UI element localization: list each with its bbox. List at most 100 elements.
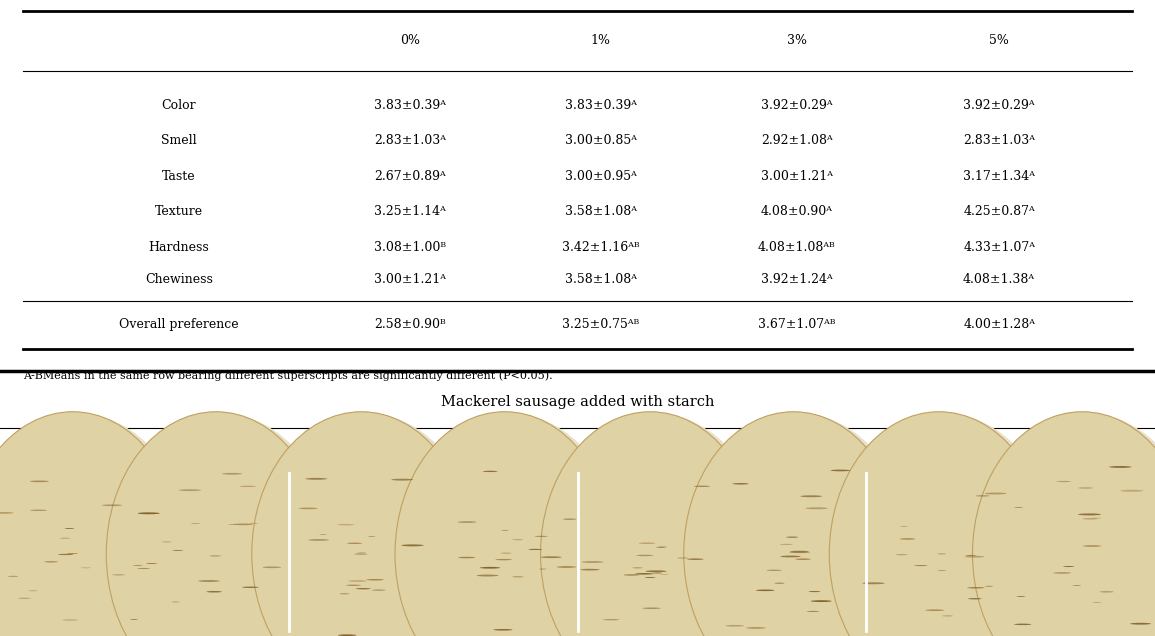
Ellipse shape bbox=[767, 570, 782, 571]
Ellipse shape bbox=[513, 576, 523, 577]
Ellipse shape bbox=[305, 478, 327, 480]
Ellipse shape bbox=[60, 537, 70, 539]
Ellipse shape bbox=[1057, 481, 1071, 482]
Ellipse shape bbox=[62, 619, 79, 621]
Ellipse shape bbox=[477, 574, 499, 576]
Text: 5%: 5% bbox=[977, 443, 998, 457]
Ellipse shape bbox=[1014, 624, 1031, 625]
Ellipse shape bbox=[811, 600, 832, 602]
Ellipse shape bbox=[356, 588, 371, 590]
Ellipse shape bbox=[529, 549, 542, 550]
Ellipse shape bbox=[1082, 545, 1102, 547]
Ellipse shape bbox=[827, 413, 1058, 636]
Ellipse shape bbox=[687, 558, 703, 560]
Ellipse shape bbox=[644, 577, 656, 578]
Ellipse shape bbox=[65, 528, 74, 529]
Ellipse shape bbox=[240, 486, 256, 487]
Ellipse shape bbox=[582, 561, 604, 563]
Ellipse shape bbox=[1053, 572, 1071, 574]
Text: 3%: 3% bbox=[787, 34, 807, 48]
Text: 3.00±1.21ᴬ: 3.00±1.21ᴬ bbox=[374, 273, 446, 286]
Text: 3.83±0.39ᴬ: 3.83±0.39ᴬ bbox=[565, 99, 636, 111]
Ellipse shape bbox=[937, 553, 946, 555]
Ellipse shape bbox=[938, 570, 946, 571]
Ellipse shape bbox=[209, 555, 222, 556]
Text: 3.25±1.14ᴬ: 3.25±1.14ᴬ bbox=[374, 205, 446, 218]
Ellipse shape bbox=[636, 555, 654, 556]
Ellipse shape bbox=[137, 568, 150, 569]
Text: 3.58±1.08ᴬ: 3.58±1.08ᴬ bbox=[565, 273, 636, 286]
Ellipse shape bbox=[483, 471, 498, 472]
Text: Chewiness: Chewiness bbox=[146, 273, 213, 286]
Ellipse shape bbox=[541, 411, 760, 636]
Text: 4.08±0.90ᴬ: 4.08±0.90ᴬ bbox=[761, 205, 833, 218]
Text: 3.00±1.21ᴬ: 3.00±1.21ᴬ bbox=[761, 170, 833, 183]
Ellipse shape bbox=[1016, 596, 1026, 597]
Ellipse shape bbox=[624, 574, 640, 576]
Ellipse shape bbox=[808, 591, 820, 592]
Ellipse shape bbox=[493, 629, 513, 631]
Ellipse shape bbox=[162, 541, 172, 543]
Ellipse shape bbox=[538, 413, 769, 636]
Ellipse shape bbox=[337, 524, 355, 525]
Ellipse shape bbox=[513, 539, 523, 540]
Text: 3.92±0.29ᴬ: 3.92±0.29ᴬ bbox=[963, 99, 1035, 111]
Ellipse shape bbox=[966, 555, 976, 556]
Ellipse shape bbox=[229, 524, 236, 525]
Ellipse shape bbox=[1014, 507, 1023, 508]
Text: 3.83±0.39ᴬ: 3.83±0.39ᴬ bbox=[374, 99, 446, 111]
Ellipse shape bbox=[655, 547, 665, 548]
Ellipse shape bbox=[199, 580, 219, 582]
Ellipse shape bbox=[1063, 566, 1074, 567]
Text: 3.58±1.08ᴬ: 3.58±1.08ᴬ bbox=[565, 205, 636, 218]
Ellipse shape bbox=[480, 567, 500, 569]
Ellipse shape bbox=[0, 512, 14, 514]
Ellipse shape bbox=[1120, 490, 1143, 492]
Text: 3.00±0.85ᴬ: 3.00±0.85ᴬ bbox=[565, 134, 636, 147]
Ellipse shape bbox=[829, 411, 1049, 636]
Ellipse shape bbox=[207, 591, 222, 593]
Ellipse shape bbox=[340, 593, 350, 594]
Text: Mackerel sausage added with starch: Mackerel sausage added with starch bbox=[441, 395, 714, 409]
Ellipse shape bbox=[401, 544, 424, 546]
Ellipse shape bbox=[1109, 466, 1132, 468]
Ellipse shape bbox=[308, 539, 329, 541]
Ellipse shape bbox=[233, 523, 253, 525]
Ellipse shape bbox=[262, 567, 281, 568]
Ellipse shape bbox=[806, 611, 819, 612]
Text: 4.00±1.28ᴬ: 4.00±1.28ᴬ bbox=[963, 317, 1035, 331]
Ellipse shape bbox=[632, 567, 642, 569]
Ellipse shape bbox=[459, 556, 476, 558]
Ellipse shape bbox=[800, 495, 822, 497]
Ellipse shape bbox=[915, 565, 927, 566]
Ellipse shape bbox=[830, 469, 850, 471]
Ellipse shape bbox=[102, 504, 122, 506]
Ellipse shape bbox=[1093, 602, 1102, 603]
Text: 4.25±0.87ᴬ: 4.25±0.87ᴬ bbox=[963, 205, 1035, 218]
Ellipse shape bbox=[252, 411, 471, 636]
Text: A-BMeans in the same row bearing different superscripts are significantly differ: A-BMeans in the same row bearing differe… bbox=[23, 370, 553, 381]
Ellipse shape bbox=[900, 526, 908, 527]
Ellipse shape bbox=[0, 413, 192, 636]
Ellipse shape bbox=[725, 625, 744, 626]
Ellipse shape bbox=[774, 583, 784, 584]
Ellipse shape bbox=[104, 413, 335, 636]
Text: Smell: Smell bbox=[162, 134, 196, 147]
Ellipse shape bbox=[249, 413, 480, 636]
Ellipse shape bbox=[639, 543, 655, 544]
Ellipse shape bbox=[106, 411, 326, 636]
Ellipse shape bbox=[660, 574, 669, 575]
Text: 3.00±0.95ᴬ: 3.00±0.95ᴬ bbox=[565, 170, 636, 183]
Text: 2.67±0.89ᴬ: 2.67±0.89ᴬ bbox=[374, 170, 446, 183]
Ellipse shape bbox=[985, 492, 1006, 494]
Ellipse shape bbox=[243, 586, 259, 588]
Ellipse shape bbox=[457, 522, 477, 523]
Ellipse shape bbox=[392, 479, 413, 481]
Text: 4.33±1.07ᴬ: 4.33±1.07ᴬ bbox=[963, 241, 1035, 254]
Ellipse shape bbox=[968, 598, 982, 599]
Ellipse shape bbox=[1100, 591, 1113, 593]
Ellipse shape bbox=[681, 413, 912, 636]
Ellipse shape bbox=[684, 411, 903, 636]
Ellipse shape bbox=[18, 598, 31, 599]
Ellipse shape bbox=[337, 634, 357, 636]
